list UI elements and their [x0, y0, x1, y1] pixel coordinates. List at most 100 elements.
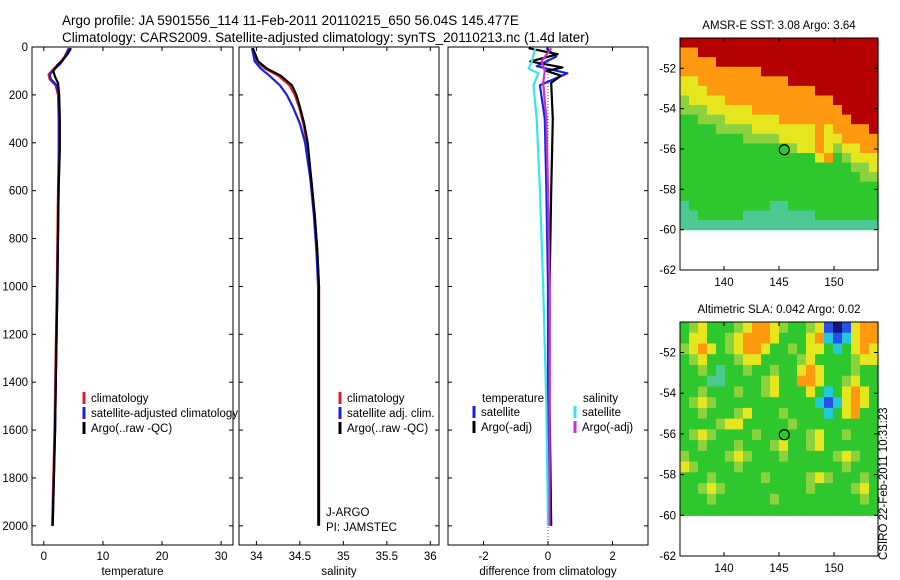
sst-map-cell: [743, 191, 753, 202]
difference-profile-xlabel: difference from climatology: [479, 566, 616, 578]
sla-map-cell: [806, 483, 816, 495]
sst-map-cell: [734, 143, 744, 154]
sla-map-cell: [725, 493, 735, 506]
sst-map-cell: [734, 124, 744, 135]
sla-map-cell: [779, 332, 789, 345]
sla-map-cell: [788, 450, 798, 463]
sst-map-cell: [716, 200, 726, 212]
sst-map-cell: [788, 172, 798, 183]
sla-map-cell: [824, 397, 834, 409]
sla-map-cell: [797, 461, 807, 473]
sla-map-cell: [797, 493, 807, 506]
sla-map-cell: [815, 375, 825, 388]
sst-map-cell: [806, 66, 816, 77]
sla-map-cell: [824, 429, 834, 441]
sla-map-cell: [815, 504, 825, 516]
difference-legend-title-temperature: temperature: [482, 393, 544, 405]
sla-map-cell: [707, 461, 717, 473]
sla-map-cell: [779, 493, 789, 506]
sla-map-cell: [770, 418, 780, 430]
sst-map-cell: [743, 133, 753, 145]
sst-map-cell: [860, 57, 870, 68]
sst-map-cell: [779, 210, 789, 221]
sla-map-cell: [779, 483, 789, 495]
sla-map-cell: [761, 450, 771, 463]
sla-map-cell: [680, 472, 690, 484]
difference-profile-xtick-label: 0: [545, 551, 551, 563]
sla-map-cell: [860, 407, 870, 420]
sst-map-cell: [797, 191, 807, 202]
sla-map-cell: [833, 397, 843, 409]
sla-map-cell: [869, 375, 879, 388]
sst-map-cell: [743, 143, 753, 154]
sst-map-cell: [734, 181, 744, 192]
sla-map-cell: [779, 407, 789, 420]
sst-map-cell: [869, 57, 879, 68]
sla-map-cell: [824, 418, 834, 430]
sst-map-cell: [869, 124, 879, 135]
sst-map-cell: [788, 210, 798, 221]
sst-map-xtick-label: 150: [824, 277, 843, 289]
sla-map-cell: [797, 450, 807, 463]
salinity-profile-frame: [238, 46, 440, 546]
sla-map-cell: [851, 440, 861, 452]
sst-map-cell: [689, 105, 699, 116]
sst-map-cell: [842, 162, 852, 173]
sla-map-cell: [860, 322, 870, 334]
sst-map-cell: [788, 47, 798, 58]
sla-map-cell: [851, 429, 861, 441]
sla-map-cell: [797, 354, 807, 366]
sla-map-cell: [680, 375, 690, 388]
sla-map-cell: [725, 461, 735, 473]
sla-map-ytick-label: -62: [659, 551, 676, 563]
sst-map-cell: [788, 181, 798, 192]
sst-map-cell: [806, 181, 816, 192]
sst-map-cell: [725, 47, 735, 58]
sst-map-cell: [869, 143, 879, 154]
sla-map-cell: [797, 440, 807, 452]
sst-map-cell: [725, 220, 735, 231]
sla-map-cell: [734, 440, 744, 452]
sla-map-cell: [833, 429, 843, 441]
sla-map-cell: [851, 407, 861, 420]
sst-map-cell: [770, 210, 780, 221]
sst-map-cell: [797, 114, 807, 125]
sst-map-cell: [680, 181, 690, 192]
sla-map-cell: [725, 386, 735, 398]
sla-map-cell: [761, 322, 771, 334]
sst-map-cell: [761, 200, 771, 212]
sst-map-cell: [707, 172, 717, 183]
sst-map-cell: [806, 152, 816, 164]
sla-map-cell: [797, 397, 807, 409]
sla-map-cell: [824, 440, 834, 452]
temperature-profile-series-2: [51, 47, 72, 526]
sla-map-cell: [716, 483, 726, 495]
sst-map-cell: [851, 76, 861, 87]
sla-map-cell: [815, 407, 825, 420]
sst-map-cell: [698, 114, 708, 125]
sst-map-cell: [824, 133, 834, 145]
sst-map-cell: [815, 105, 825, 116]
sst-map-cell: [815, 47, 825, 58]
sst-map-cell: [797, 172, 807, 183]
sla-map-cell: [761, 493, 771, 506]
sst-map-cell: [833, 152, 843, 164]
sst-map-cell: [680, 172, 690, 183]
salinity-profile-series-1: [250, 47, 320, 526]
sla-map-cell: [752, 450, 762, 463]
sla-map-cell: [869, 440, 879, 452]
sla-map-cell: [734, 386, 744, 398]
sst-map-cell: [752, 152, 762, 164]
sst-map-cell: [752, 47, 762, 58]
sst-map-cell: [779, 38, 789, 49]
sla-map-cell: [842, 332, 852, 345]
sla-map-cell: [869, 418, 879, 430]
sst-map-cell: [707, 181, 717, 192]
sla-map-cell: [734, 429, 744, 441]
sla-map-cell: [869, 397, 879, 409]
sla-map-cell: [842, 483, 852, 495]
sla-map-cell: [707, 354, 717, 366]
sla-map-cell: [842, 375, 852, 388]
sst-map-cell: [806, 172, 816, 183]
sla-map-cell: [698, 461, 708, 473]
